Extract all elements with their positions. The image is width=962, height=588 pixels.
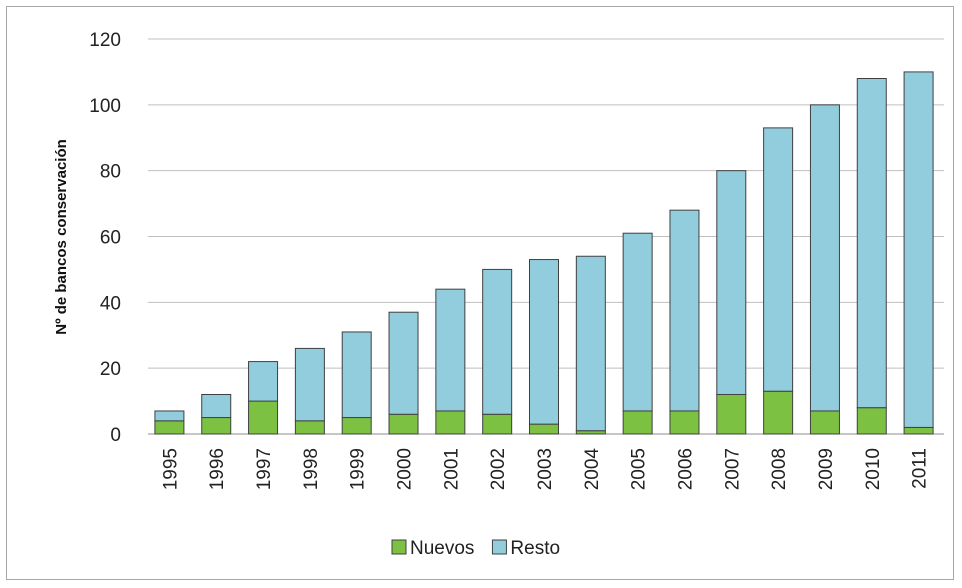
bar-nuevos-1998 (294, 420, 325, 435)
legend-swatch-resto (491, 539, 507, 555)
y-tick-label: 0 (110, 425, 121, 446)
x-tick-label: 2001 (441, 448, 462, 490)
y-tick-label: 80 (100, 162, 121, 183)
bar-nuevos-1999 (341, 417, 372, 435)
bar-resto-2011 (903, 71, 934, 428)
bar-resto-2006 (669, 209, 700, 412)
legend-label-nuevos: Nuevos (410, 538, 474, 559)
bar-nuevos-2006 (669, 410, 700, 435)
bar-nuevos-2001 (435, 410, 466, 435)
y-tick-label: 120 (89, 30, 121, 51)
y-tick-label: 40 (100, 293, 121, 314)
x-tick-label: 2000 (395, 448, 416, 490)
bar-resto-1995 (154, 410, 185, 422)
bar-nuevos-2005 (622, 410, 653, 435)
bar-nuevos-1996 (201, 417, 232, 435)
bar-nuevos-2008 (763, 390, 794, 435)
bar-nuevos-2007 (716, 394, 747, 435)
bar-nuevos-2010 (856, 407, 887, 435)
x-tick-label: 1998 (301, 448, 322, 490)
y-tick-label: 100 (89, 96, 121, 117)
bar-nuevos-2003 (529, 423, 559, 435)
x-tick-label: 2006 (675, 448, 696, 490)
x-tick-labels: 1995 1996 1997 1998 1999 2000 2001 2002 2003 2004… (160, 448, 930, 491)
bar-resto-2001 (435, 288, 466, 412)
y-tick-labels: 0 20 40 60 80 100 120 (89, 30, 121, 446)
bar-resto-2000 (388, 311, 419, 415)
bar-resto-2004 (575, 255, 606, 432)
bar-resto-2008 (763, 127, 794, 392)
bar-nuevos-2011 (903, 426, 934, 435)
bar-resto-1999 (341, 331, 372, 419)
x-tick-label: 2007 (722, 448, 743, 490)
bar-nuevos-2002 (482, 413, 513, 435)
legend: Nuevos Resto (391, 538, 560, 559)
bar-nuevos-2000 (388, 413, 419, 435)
bar-resto-2009 (809, 104, 840, 412)
bar-resto-2002 (482, 268, 513, 415)
bar-resto-2007 (716, 170, 747, 395)
bar-resto-2003 (529, 259, 559, 425)
bar-nuevos-1995 (154, 420, 185, 435)
x-tick-label: 2004 (582, 448, 603, 491)
x-tick-label: 1997 (254, 448, 275, 490)
x-tick-label: 1995 (160, 448, 181, 490)
x-tick-label: 2005 (629, 448, 650, 490)
bar-resto-2010 (856, 78, 887, 409)
legend-label-resto: Resto (510, 538, 560, 559)
bar-resto-1996 (201, 394, 232, 419)
x-tick-label: 2009 (816, 448, 837, 490)
legend-swatch-nuevos (391, 539, 407, 555)
x-tick-label: 1996 (207, 448, 228, 490)
x-tick-label: 2011 (910, 448, 931, 489)
y-axis-label: Nº de bancos conservación (53, 139, 70, 335)
bar-resto-1997 (248, 361, 279, 402)
bar-resto-2005 (622, 232, 653, 412)
chart-frame (6, 6, 954, 580)
y-tick-label: 20 (100, 359, 121, 380)
y-tick-label: 60 (100, 228, 121, 249)
x-tick-label: 2003 (535, 448, 556, 490)
bars (154, 71, 934, 435)
bar-resto-1998 (294, 347, 325, 422)
x-tick-label: 2002 (488, 448, 509, 490)
bar-nuevos-1997 (248, 400, 279, 435)
x-tick-label: 2008 (769, 448, 790, 490)
x-tick-label: 2010 (863, 448, 884, 490)
bar-nuevos-2009 (809, 410, 840, 435)
x-tick-label: 1999 (348, 448, 369, 490)
